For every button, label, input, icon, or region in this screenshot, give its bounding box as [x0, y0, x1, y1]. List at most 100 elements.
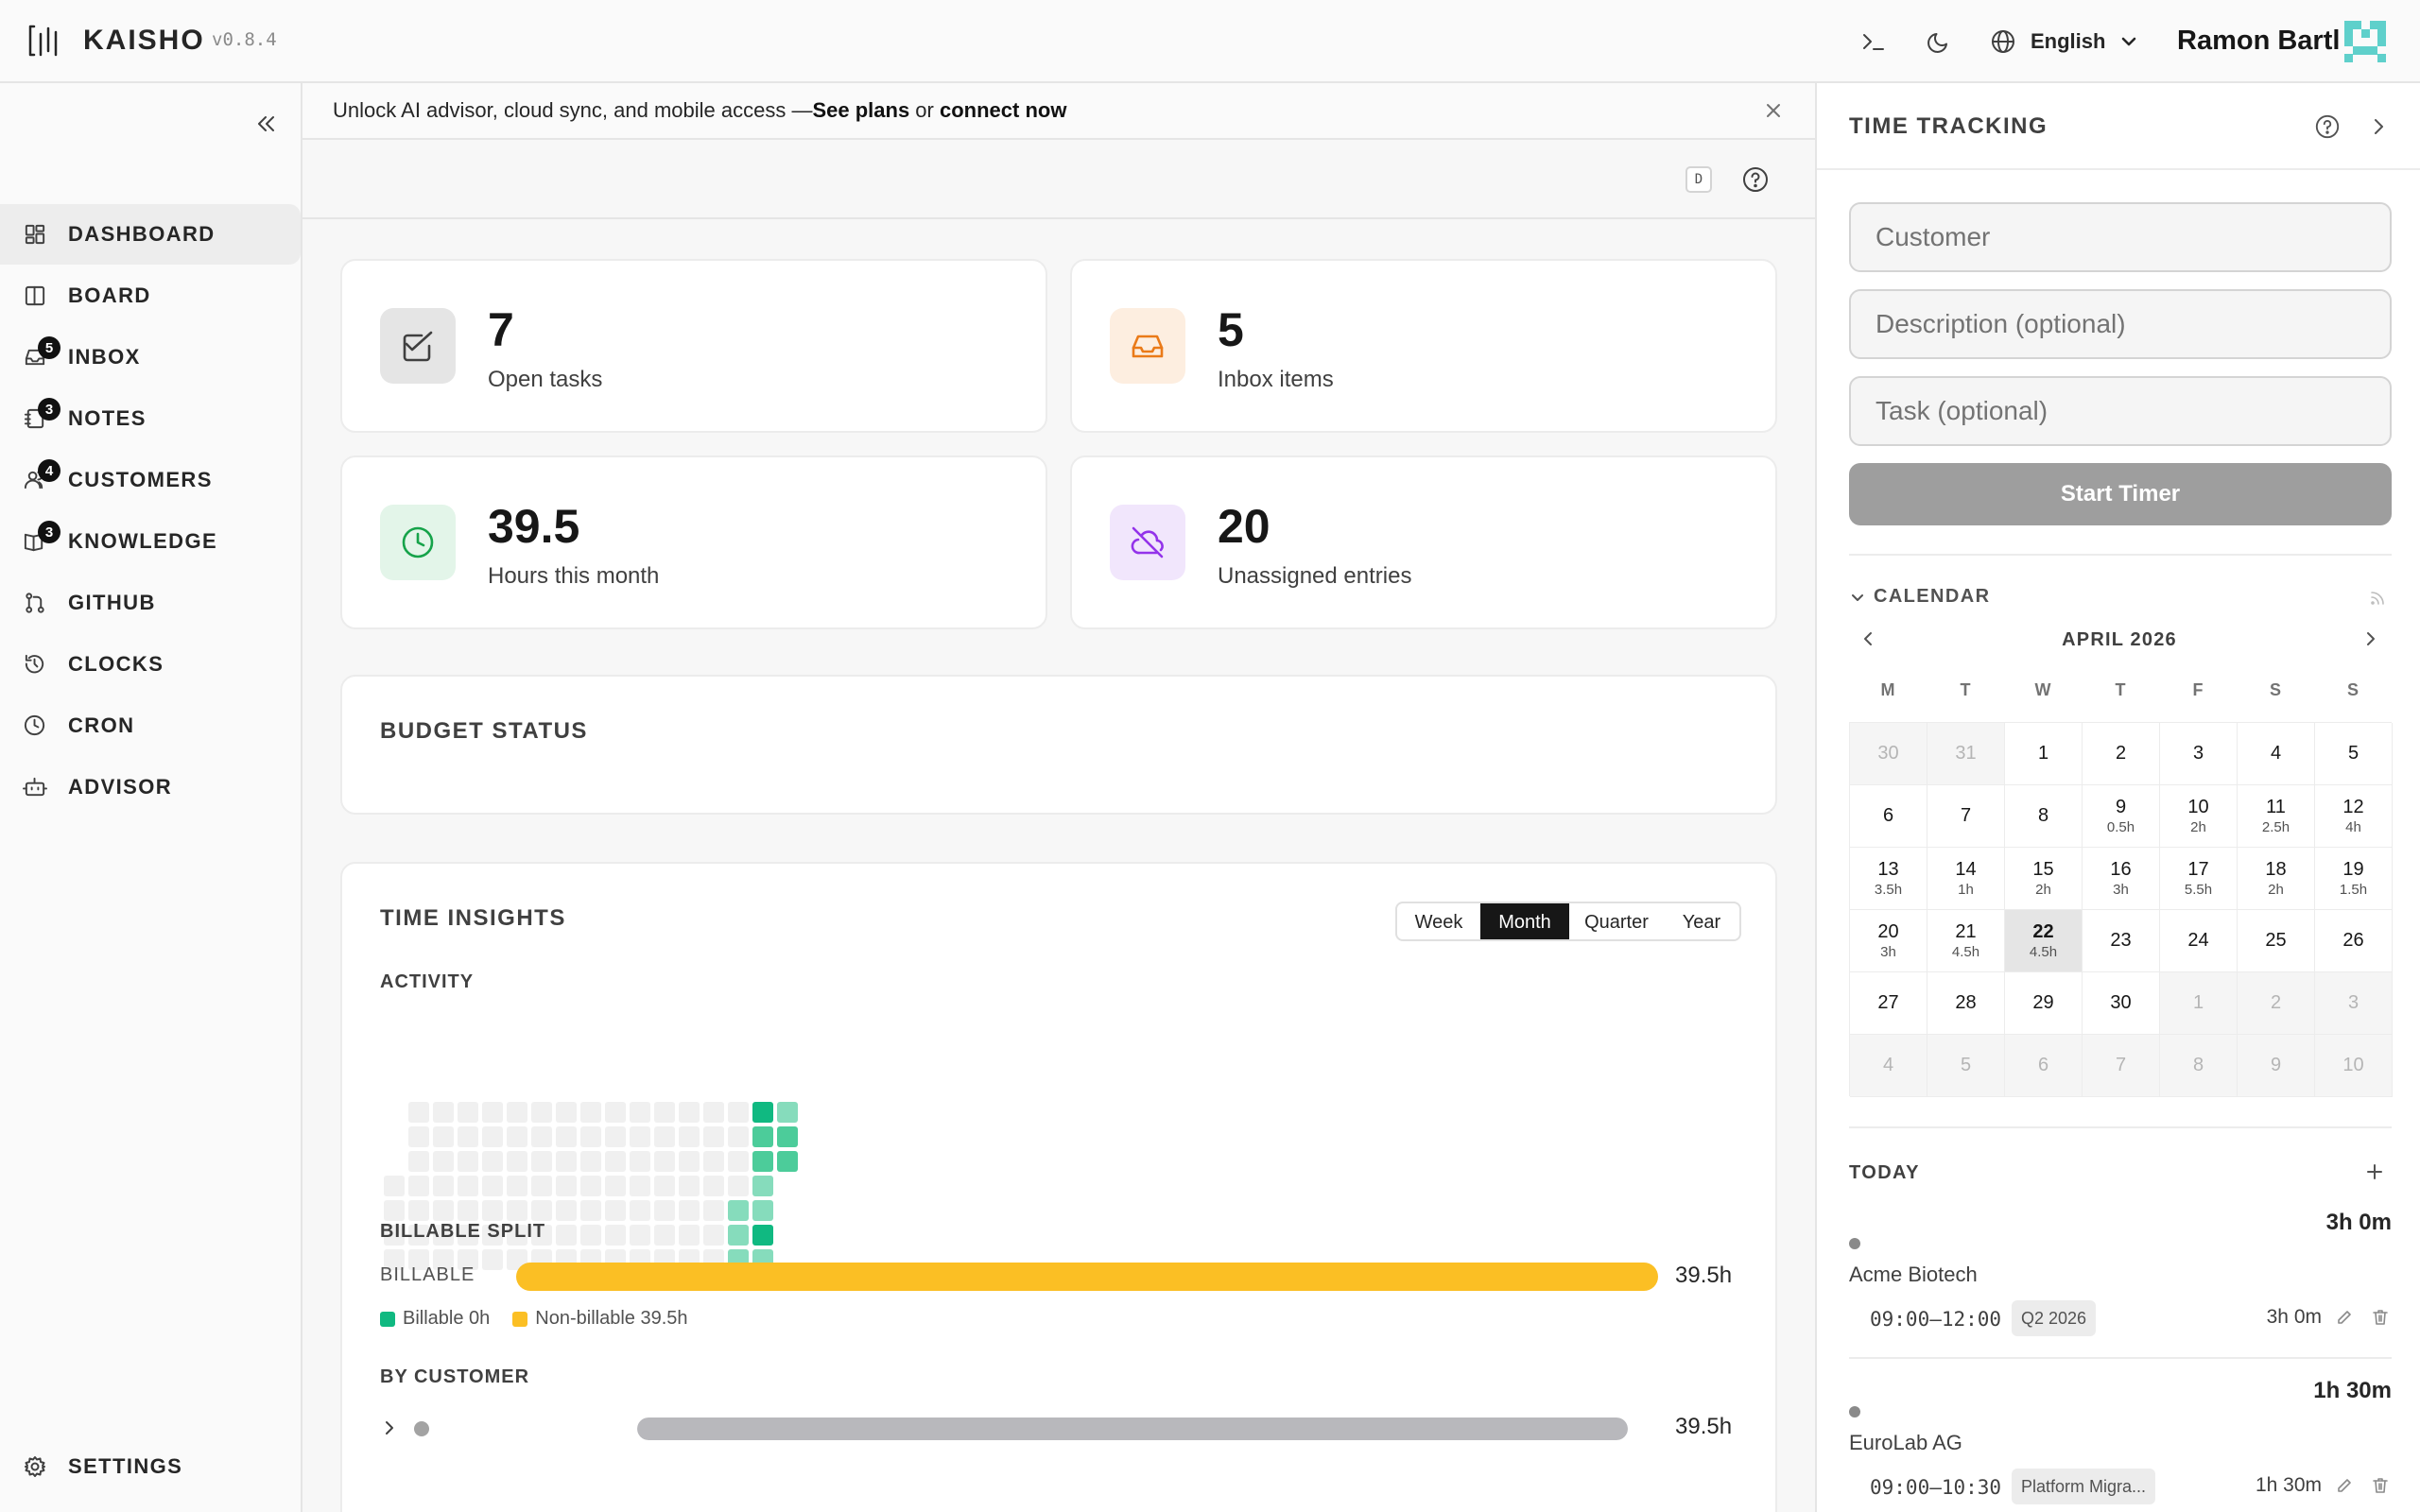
- prev-month-icon[interactable]: [1858, 629, 1877, 648]
- calendar-day[interactable]: 24: [2160, 910, 2238, 972]
- stat-card[interactable]: 39.5 Hours this month: [340, 455, 1047, 629]
- sidebar-item-board[interactable]: BOARD: [0, 266, 301, 326]
- calendar-day[interactable]: 2: [2083, 723, 2160, 785]
- calendar-day[interactable]: 15 2h: [2005, 848, 2083, 910]
- next-month-icon[interactable]: [2361, 629, 2380, 648]
- calendar-day[interactable]: 3: [2315, 972, 2393, 1035]
- calendar-day[interactable]: 17 5.5h: [2160, 848, 2238, 910]
- calendar-day[interactable]: 11 2.5h: [2238, 785, 2315, 848]
- sidebar-item-customers[interactable]: 4 CUSTOMERS: [0, 450, 301, 510]
- sidebar-item-settings[interactable]: SETTINGS: [0, 1436, 301, 1497]
- calendar-day[interactable]: 18 2h: [2238, 848, 2315, 910]
- calendar-day[interactable]: 5: [1927, 1035, 2005, 1097]
- calendar-day[interactable]: 28: [1927, 972, 2005, 1035]
- close-banner-icon[interactable]: [1763, 100, 1784, 121]
- calendar-day[interactable]: 1: [2160, 972, 2238, 1035]
- edit-icon[interactable]: [2335, 1476, 2354, 1495]
- edit-icon[interactable]: [2335, 1308, 2354, 1327]
- calendar-day[interactable]: 7: [1927, 785, 2005, 848]
- chevron-right-icon[interactable]: [380, 1418, 399, 1437]
- range-quarter[interactable]: Quarter: [1584, 911, 1649, 933]
- day-hours: 4.5h: [2029, 944, 2058, 960]
- calendar-day[interactable]: 26: [2315, 910, 2393, 972]
- calendar-day[interactable]: 29: [2005, 972, 2083, 1035]
- calendar-day[interactable]: 31: [1927, 723, 2005, 785]
- calendar-day[interactable]: 1: [2005, 723, 2083, 785]
- day-hours: 3.5h: [1874, 882, 1903, 898]
- help-icon[interactable]: [2314, 113, 2341, 140]
- sidebar-item-notes[interactable]: 3 NOTES: [0, 388, 301, 449]
- calendar-day[interactable]: 12 4h: [2315, 785, 2393, 848]
- calendar-day[interactable]: 23: [2083, 910, 2160, 972]
- calendar-day[interactable]: 14 1h: [1927, 848, 2005, 910]
- calendar-day[interactable]: 7: [2083, 1035, 2160, 1097]
- calendar-day[interactable]: 30: [2083, 972, 2160, 1035]
- panel-title: TIME TRACKING: [1849, 113, 2048, 139]
- range-week[interactable]: Week: [1414, 911, 1463, 933]
- calendar-day[interactable]: 10 2h: [2160, 785, 2238, 848]
- see-plans-link[interactable]: See plans: [812, 98, 910, 122]
- sidebar-item-clocks[interactable]: CLOCKS: [0, 634, 301, 695]
- trash-icon[interactable]: [2371, 1476, 2390, 1495]
- stat-card[interactable]: 7 Open tasks: [340, 259, 1047, 433]
- calendar-day[interactable]: 27: [1850, 972, 1927, 1035]
- calendar-day[interactable]: 9 0.5h: [2083, 785, 2160, 848]
- calendar-day[interactable]: 25: [2238, 910, 2315, 972]
- calendar-day[interactable]: 4: [2238, 723, 2315, 785]
- calendar-day[interactable]: 19 1.5h: [2315, 848, 2393, 910]
- stat-card[interactable]: 20 Unassigned entries: [1070, 455, 1777, 629]
- task-input[interactable]: Task (optional): [1849, 376, 2392, 446]
- range-month[interactable]: Month: [1480, 903, 1569, 939]
- description-input[interactable]: Description (optional): [1849, 289, 2392, 359]
- calendar-day[interactable]: 3: [2160, 723, 2238, 785]
- calendar-day[interactable]: 21 4.5h: [1927, 910, 2005, 972]
- time-entry[interactable]: 3h 0m Acme Biotech 09:00–12:00 Q2 2026 3h 0m: [1849, 1198, 2392, 1359]
- by-customer-title: BY CUSTOMER: [380, 1366, 530, 1387]
- calendar-day[interactable]: 30: [1850, 723, 1927, 785]
- start-timer-button[interactable]: Start Timer: [1849, 463, 2392, 525]
- calendar-day[interactable]: 6: [1850, 785, 1927, 848]
- calendar-day[interactable]: 4: [1850, 1035, 1927, 1097]
- calendar-day[interactable]: 22 4.5h: [2005, 910, 2083, 972]
- calendar-toggle[interactable]: CALENDAR: [1849, 586, 1990, 608]
- sidebar-item-knowledge[interactable]: 3 KNOWLEDGE: [0, 511, 301, 572]
- sidebar-item-dashboard[interactable]: DASHBOARD: [0, 204, 301, 265]
- sidebar-item-github[interactable]: GITHUB: [0, 573, 301, 633]
- sidebar-item-inbox[interactable]: 5 INBOX: [0, 327, 301, 387]
- language-selector[interactable]: English: [1989, 26, 2139, 57]
- terminal-icon[interactable]: [1860, 28, 1887, 55]
- calendar-day[interactable]: 6: [2005, 1035, 2083, 1097]
- customer-input[interactable]: Customer: [1849, 202, 2392, 272]
- heatmap-cell: [433, 1225, 454, 1246]
- sidebar-item-advisor[interactable]: ADVISOR: [0, 757, 301, 817]
- heatmap-cell: [703, 1200, 724, 1221]
- calendar-day[interactable]: 8: [2160, 1035, 2238, 1097]
- time-entry[interactable]: 1h 30m EuroLab AG 09:00–10:30 Platform Migr…: [1849, 1366, 2392, 1512]
- calendar-day[interactable]: 5: [2315, 723, 2393, 785]
- user-name[interactable]: Ramon Bartl: [2177, 26, 2341, 56]
- calendar-day[interactable]: 2: [2238, 972, 2315, 1035]
- moon-icon[interactable]: [1926, 28, 1952, 55]
- help-icon[interactable]: [1741, 165, 1770, 194]
- customer-row[interactable]: 39.5h: [380, 1410, 1741, 1448]
- rss-icon[interactable]: [2369, 590, 2386, 607]
- calendar-day[interactable]: 13 3.5h: [1850, 848, 1927, 910]
- keyboard-shortcut-hint: D: [1685, 166, 1712, 193]
- calendar-day[interactable]: 16 3h: [2083, 848, 2160, 910]
- collapse-sidebar-icon[interactable]: [253, 112, 278, 136]
- add-entry-icon[interactable]: [2363, 1160, 2386, 1183]
- collapse-panel-icon[interactable]: [2367, 115, 2390, 138]
- stat-card[interactable]: 5 Inbox items: [1070, 259, 1777, 433]
- connect-now-link[interactable]: connect now: [939, 98, 1067, 122]
- trash-icon[interactable]: [2371, 1308, 2390, 1327]
- dashboard-icon: [23, 222, 47, 247]
- day-hours: 3h: [1880, 944, 1896, 960]
- user-avatar[interactable]: [2344, 21, 2386, 62]
- sidebar-item-label: KNOWLEDGE: [68, 529, 218, 553]
- calendar-day[interactable]: 9: [2238, 1035, 2315, 1097]
- calendar-day[interactable]: 10: [2315, 1035, 2393, 1097]
- range-year[interactable]: Year: [1682, 911, 1721, 933]
- sidebar-item-cron[interactable]: CRON: [0, 696, 301, 756]
- calendar-day[interactable]: 8: [2005, 785, 2083, 848]
- calendar-day[interactable]: 20 3h: [1850, 910, 1927, 972]
